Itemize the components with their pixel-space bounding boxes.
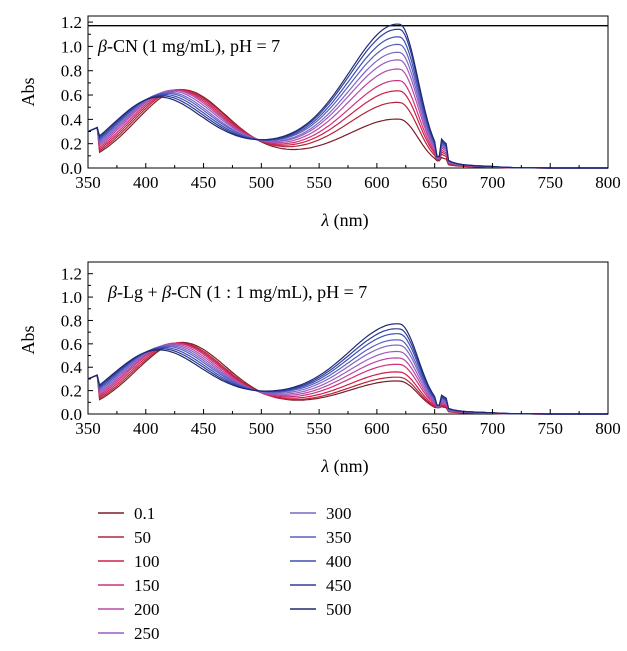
series-line-200 [87, 343, 608, 415]
x-tick-label: 800 [595, 419, 621, 438]
x-tick-label: 650 [422, 419, 448, 438]
series-line-100 [87, 342, 608, 415]
x-tick-label: 600 [364, 173, 390, 192]
x-tick-label: 550 [306, 173, 332, 192]
chart-bottom: 350 400 450 500 550 600 650 700 750 800 0.0 0.2 0.4 0… [18, 261, 621, 477]
chart-top: 350 400 450 500 550 600 650 700 750 800 0.0 0.2 0.4 0… [18, 13, 621, 231]
y-tick-label: 0.4 [61, 358, 83, 377]
y-tick-label: 1.0 [61, 288, 82, 307]
x-tick-label: 750 [537, 419, 563, 438]
legend-label: 50 [134, 528, 151, 547]
chart-top-title-rest: -CN (1 mg/mL), pH = 7 [107, 36, 280, 57]
y-tick-label: 0.8 [61, 62, 82, 81]
legend-label: 100 [134, 552, 160, 571]
legend-label: 450 [326, 576, 352, 595]
y-tick-label: 0.0 [61, 159, 82, 178]
chart-bottom-axes: 350 400 450 500 550 600 650 700 750 800 0.0 0.2 0.4 0… [61, 265, 621, 438]
legend-label: 350 [326, 528, 352, 547]
y-tick-label: 0.4 [61, 110, 83, 129]
chart-top-title: β-CN (1 mg/mL), pH = 7 [97, 36, 280, 57]
chart-bottom-xlabel: λ (nm) [320, 456, 368, 477]
x-tick-label: 650 [422, 173, 448, 192]
series-line-50 [87, 88, 608, 169]
x-tick-label: 800 [595, 173, 621, 192]
series-line-200 [87, 68, 608, 169]
legend-label: 500 [326, 600, 352, 619]
series-line-350 [87, 43, 608, 169]
legend-label: 300 [326, 504, 352, 523]
chart-top-ylabel: Abs [18, 77, 38, 106]
y-tick-label: 0.0 [61, 405, 82, 424]
y-tick-label: 0.2 [61, 135, 82, 154]
chart-bottom-title-part-4: -CN (1 : 1 mg/mL), pH = 7 [171, 282, 367, 303]
y-tick-label: 0.6 [61, 86, 82, 105]
y-tick-label: 0.8 [61, 311, 82, 330]
x-tick-label: 700 [480, 419, 506, 438]
chart-bottom-title: β-Lg + β-CN (1 : 1 mg/mL), pH = 7 [107, 282, 367, 303]
y-tick-label: 0.6 [61, 335, 82, 354]
legend-label: 400 [326, 552, 352, 571]
chart-bottom-title-part-2: -Lg + [117, 282, 162, 302]
y-tick-label: 1.0 [61, 37, 82, 56]
x-tick-label: 400 [133, 173, 159, 192]
legend-label: 0.1 [134, 504, 155, 523]
chart-top-xlabel-unit: (nm) [329, 210, 369, 231]
chart-bottom-xlabel-unit: (nm) [329, 456, 369, 477]
series-line-150 [87, 342, 608, 415]
y-tick-label: 0.2 [61, 382, 82, 401]
chart-bottom-ylabel: Abs [18, 325, 38, 354]
chart-top-xlabel: λ (nm) [320, 210, 368, 231]
legend-label: 250 [134, 624, 160, 643]
chart-bottom-title-beta-2: β [161, 282, 171, 302]
x-tick-label: 350 [75, 173, 101, 192]
legend-label: 200 [134, 600, 160, 619]
chart-bottom-title-beta-1: β [107, 282, 117, 302]
chart-bottom-xlabel-lambda: λ [320, 456, 329, 476]
y-tick-label: 1.2 [61, 13, 82, 32]
y-tick-label: 1.2 [61, 265, 82, 284]
x-tick-label: 400 [133, 419, 159, 438]
series-line-500 [87, 323, 608, 415]
x-tick-label: 450 [191, 173, 217, 192]
x-tick-label: 500 [249, 173, 275, 192]
chart-top-xlabel-lambda: λ [320, 210, 329, 230]
x-tick-label: 700 [480, 173, 506, 192]
legend: 0.1 50 100 150 200 250 300 350 400 450 500 [98, 504, 352, 643]
x-tick-label: 500 [249, 419, 275, 438]
x-tick-label: 600 [364, 419, 390, 438]
x-tick-label: 450 [191, 419, 217, 438]
x-tick-label: 750 [537, 173, 563, 192]
legend-label: 150 [134, 576, 160, 595]
x-tick-label: 350 [75, 419, 101, 438]
chart-top-title-beta: β [97, 36, 107, 56]
chart-bottom-series-group [87, 323, 608, 415]
chart-top-axes: 350 400 450 500 550 600 650 700 750 800 0.0 0.2 0.4 0… [61, 13, 621, 192]
series-line-100 [87, 89, 608, 169]
series-line-250 [87, 59, 608, 169]
x-tick-label: 550 [306, 419, 332, 438]
series-line-0-1 [87, 89, 608, 169]
